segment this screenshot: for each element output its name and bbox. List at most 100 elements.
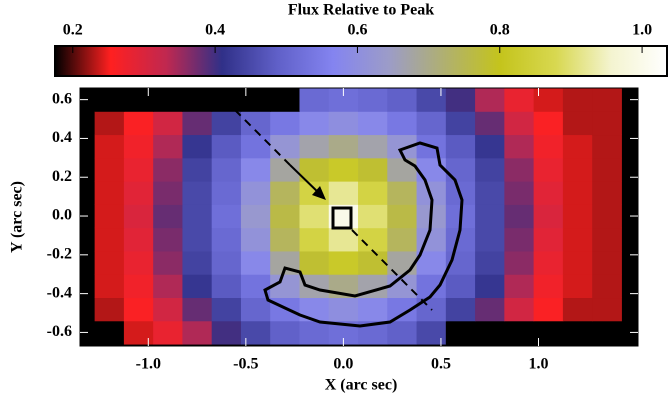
heatmap-cell [328, 88, 359, 112]
heatmap-cell [240, 157, 271, 182]
heatmap-cell [94, 157, 125, 182]
heatmap-cell [445, 134, 476, 159]
heatmap-cell [592, 134, 622, 159]
heatmap-cell [153, 181, 183, 205]
y-tick-label: 0.4 [52, 129, 72, 146]
heatmap-cell [592, 250, 622, 275]
heatmap-cell [562, 111, 593, 136]
heatmap-cell [299, 250, 330, 275]
heatmap-cell [592, 181, 622, 205]
heatmap-cell [299, 111, 330, 136]
heatmap-cell [182, 227, 213, 252]
heatmap-cell [592, 227, 622, 252]
heatmap-cell [475, 204, 505, 229]
heatmap-cell [475, 111, 505, 136]
heatmap-cell [562, 204, 593, 229]
heatmap-cell [533, 111, 564, 136]
plot-frame [79, 87, 639, 347]
heatmap-cell [387, 111, 418, 136]
heatmap-cell [94, 297, 125, 322]
heatmap-cell [270, 204, 300, 229]
heatmap-cell [182, 111, 213, 136]
heatmap-cell [123, 88, 154, 112]
heatmap-cell [416, 227, 447, 252]
heatmap-cell [328, 157, 359, 182]
heatmap-cell [475, 181, 505, 205]
heatmap-cell [562, 297, 593, 322]
heatmap-cell [416, 274, 447, 299]
y-axis-label: Y (arc sec) [9, 181, 26, 253]
heatmap-cell [123, 320, 154, 345]
heatmap-cell [445, 274, 476, 299]
heatmap-cell [504, 320, 535, 345]
heatmap-cell [240, 204, 271, 229]
heatmap-cell [153, 250, 183, 275]
heatmap-cell [123, 250, 154, 275]
heatmap-cell [328, 134, 359, 159]
heatmap-cell [182, 88, 213, 112]
y-tick-label: -0.2 [47, 245, 72, 262]
heatmap-cell [504, 204, 535, 229]
colorbar-tick-label: 0.2 [63, 22, 83, 39]
x-tick-label: -1.0 [136, 356, 161, 373]
heatmap-cell [182, 320, 213, 345]
heatmap-cell [211, 204, 242, 229]
heatmap-cell [358, 204, 388, 229]
heatmap-cell [270, 157, 300, 182]
heatmap-cell [504, 134, 535, 159]
heatmap-cell [94, 227, 125, 252]
heatmap-cell [211, 274, 242, 299]
heatmap-cell [211, 320, 242, 345]
annotations [234, 109, 464, 328]
heatmap-cell [270, 320, 300, 345]
heatmap-cell [123, 274, 154, 299]
heatmap-cell [504, 181, 535, 205]
peak-box [331, 206, 353, 230]
heatmap-cell [592, 157, 622, 182]
heatmap-cell [445, 157, 476, 182]
heatmap-cell [211, 134, 242, 159]
heatmap-cell [270, 181, 300, 205]
colorbar-tick-label: 0.6 [347, 22, 367, 39]
heatmap-cell [504, 274, 535, 299]
heatmap-cell [182, 250, 213, 275]
heatmap-cell [240, 134, 271, 159]
heatmap-cell [475, 297, 505, 322]
heatmap-cell [358, 88, 388, 112]
heatmap-cell [94, 88, 125, 112]
heatmap-cell [533, 227, 564, 252]
heatmap-cell [123, 181, 154, 205]
heatmap-cell [270, 274, 300, 299]
y-tick-label: 0.2 [52, 168, 72, 185]
heatmap-cell [387, 88, 418, 112]
dashed-line [351, 229, 433, 311]
heatmap-cell [123, 157, 154, 182]
heatmap-cell [94, 134, 125, 159]
heatmap-cell [387, 157, 418, 182]
heatmap-cell [299, 88, 330, 112]
heatmap-cell [94, 320, 125, 345]
x-axis-label: X (arc sec) [325, 377, 398, 394]
heatmap-cell [475, 227, 505, 252]
heatmap-cell [358, 134, 388, 159]
heatmap-cell [328, 111, 359, 136]
heatmap-cell [533, 134, 564, 159]
heatmap-cell [445, 320, 476, 345]
heatmap-cell [533, 320, 564, 345]
heatmap-cell [358, 157, 388, 182]
heatmap-cell [416, 181, 447, 205]
heatmap-cell [445, 297, 476, 322]
heatmap-cell [533, 274, 564, 299]
heatmap-cell [387, 134, 418, 159]
heatmap-cell [240, 297, 271, 322]
heatmap-cell [299, 204, 330, 229]
heatmap-cell [475, 274, 505, 299]
heatmap-cell [387, 274, 418, 299]
heatmap-cell [211, 111, 242, 136]
heatmap-cell [123, 204, 154, 229]
heatmap-cell [416, 320, 447, 345]
heatmap-cell [94, 204, 125, 229]
heatmap-cell [328, 227, 359, 252]
heatmap-cell [387, 227, 418, 252]
